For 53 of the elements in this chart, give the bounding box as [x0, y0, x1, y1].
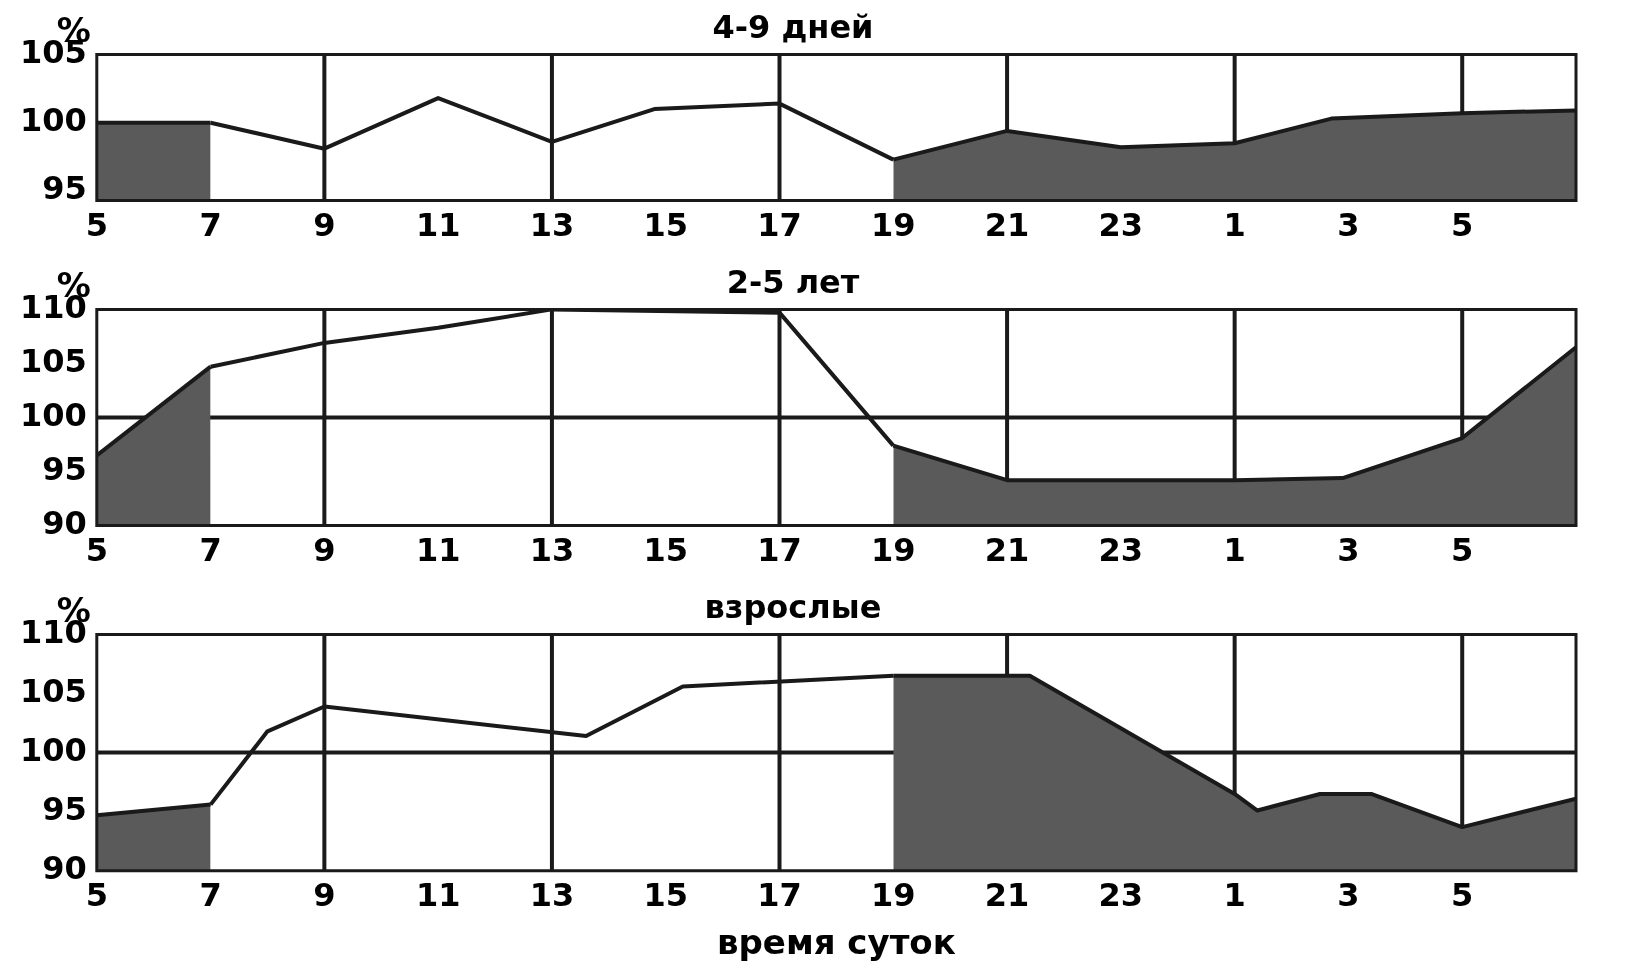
chart-title: взрослые [704, 587, 882, 626]
x-tick-label: 1 [1223, 206, 1246, 245]
x-tick-label: 7 [199, 531, 222, 570]
x-tick-label: 5 [1451, 531, 1474, 570]
x-tick-label: 5 [1451, 876, 1474, 915]
x-tick-label: 3 [1337, 206, 1360, 245]
chart-title: 4-9 дней [712, 7, 874, 46]
x-tick-label: 5 [85, 531, 108, 570]
x-tick-label: 5 [85, 206, 108, 245]
y-tick-label: 100 [20, 101, 87, 140]
x-tick-label: 7 [199, 206, 222, 245]
x-tick-label: 13 [529, 876, 575, 915]
x-tick-label: 3 [1337, 876, 1360, 915]
x-tick-label: 3 [1337, 531, 1360, 570]
x-axis-title: время суток [716, 922, 956, 963]
x-tick-label: 7 [199, 876, 222, 915]
y-tick-label: 90 [42, 849, 87, 888]
x-tick-label: 21 [984, 531, 1030, 570]
x-tick-label: 21 [984, 876, 1030, 915]
x-tick-label: 13 [529, 206, 575, 245]
y-tick-label: 95 [42, 790, 87, 829]
x-tick-label: 19 [871, 531, 916, 570]
x-tick-label: 1 [1223, 876, 1246, 915]
y-tick-label: 105 [20, 671, 87, 710]
y-tick-label: 90 [42, 503, 87, 542]
x-tick-label: 11 [415, 206, 461, 245]
x-tick-label: 15 [643, 531, 688, 570]
x-tick-label: 23 [1098, 206, 1144, 245]
y-tick-label: 105 [20, 341, 87, 380]
x-tick-label: 17 [757, 876, 802, 915]
x-tick-label: 9 [313, 206, 336, 245]
x-tick-label: 5 [85, 876, 108, 915]
x-tick-label: 21 [984, 206, 1030, 245]
y-tick-label: 100 [20, 730, 87, 769]
x-tick-label: 23 [1098, 531, 1144, 570]
x-tick-label: 5 [1451, 206, 1474, 245]
x-tick-label: 1 [1223, 531, 1246, 570]
x-tick-label: 15 [643, 876, 688, 915]
x-tick-label: 15 [643, 206, 688, 245]
y-tick-label: 100 [20, 395, 87, 434]
x-tick-label: 11 [415, 531, 461, 570]
x-tick-label: 19 [871, 876, 916, 915]
x-tick-label: 9 [313, 531, 336, 570]
chart-title: 2-5 лет [726, 262, 860, 301]
x-tick-label: 17 [757, 206, 802, 245]
x-tick-label: 17 [757, 531, 802, 570]
x-tick-label: 9 [313, 876, 336, 915]
y-tick-label: 95 [42, 449, 87, 488]
x-tick-label: 11 [415, 876, 461, 915]
y-tick-label: 95 [42, 169, 87, 208]
x-tick-label: 13 [529, 531, 575, 570]
x-tick-label: 23 [1098, 876, 1144, 915]
x-tick-label: 19 [871, 206, 916, 245]
